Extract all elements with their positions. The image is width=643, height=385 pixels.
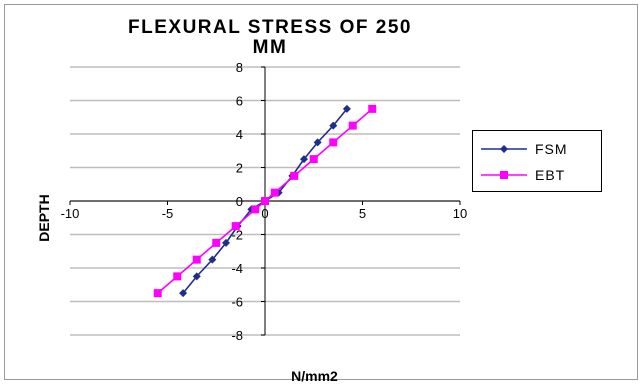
y-tick-label-8: 8: [236, 60, 243, 75]
series-group: [153, 104, 377, 298]
y-tick-label--6: -6: [231, 295, 243, 310]
y-tick-label--2: -2: [231, 228, 243, 243]
point-fsm-12: [342, 104, 351, 113]
point-ebt-7: [270, 188, 279, 197]
point-fsm-3: [222, 238, 230, 247]
x-tick-label-0: 0: [261, 206, 268, 221]
y-tick-label--4: -4: [231, 261, 243, 276]
legend-swatch-ebt: [481, 171, 527, 179]
point-ebt-11: [348, 121, 357, 130]
point-ebt-10: [329, 138, 338, 147]
x-axis-label-text: N/mm2: [291, 368, 338, 384]
point-fsm-10: [313, 138, 322, 147]
y-tick-label-6: 6: [236, 94, 243, 109]
y-axis-label-text: DEPTH: [36, 194, 52, 242]
y-tick-label-0: 0: [236, 194, 243, 209]
y-tick-label-2: 2: [236, 161, 243, 176]
legend-label-ebt: EBT: [535, 167, 566, 183]
point-fsm-1: [192, 272, 201, 281]
legend-swatch-fsm: [481, 145, 527, 153]
y-tick-label--8: -8: [231, 328, 243, 343]
y-tick-label-4: 4: [236, 127, 243, 142]
point-ebt-9: [309, 155, 318, 164]
legend-label-fsm: FSM: [535, 141, 568, 157]
chart-title-line-1: FLEXURAL STRESS OF 250: [128, 17, 412, 38]
x-axis-label: N/mm2: [0, 368, 643, 384]
x-tick-label--10: -10: [61, 206, 80, 221]
x-tick-label--5: -5: [162, 206, 174, 221]
point-ebt-3: [212, 238, 221, 247]
legend-item-fsm: FSM: [481, 140, 568, 158]
point-ebt-0: [153, 289, 162, 298]
x-tick-labels: -10 -5 0 5 10: [61, 206, 468, 221]
point-fsm-2: [208, 255, 217, 264]
point-fsm-11: [329, 121, 338, 130]
point-fsm-0: [179, 289, 188, 298]
point-ebt-8: [290, 171, 299, 180]
point-fsm-9: [300, 155, 308, 164]
x-tick-label-5: 5: [359, 206, 366, 221]
x-tick-label-10: 10: [453, 206, 467, 221]
y-tick-labels: 8 6 4 2 0 -2 -4 -6 -8: [231, 60, 243, 343]
chart-title-line-2: MM: [252, 37, 288, 58]
point-ebt-6: [261, 197, 269, 205]
point-ebt-2: [192, 255, 201, 264]
point-ebt-5: [251, 205, 260, 214]
chart-title: FLEXURAL STRESS OF 250 MM: [30, 18, 510, 58]
point-ebt-1: [173, 272, 182, 281]
point-ebt-12: [368, 104, 377, 113]
point-ebt-4: [231, 222, 240, 231]
legend: FSM EBT: [472, 130, 602, 192]
legend-item-ebt: EBT: [481, 166, 565, 184]
